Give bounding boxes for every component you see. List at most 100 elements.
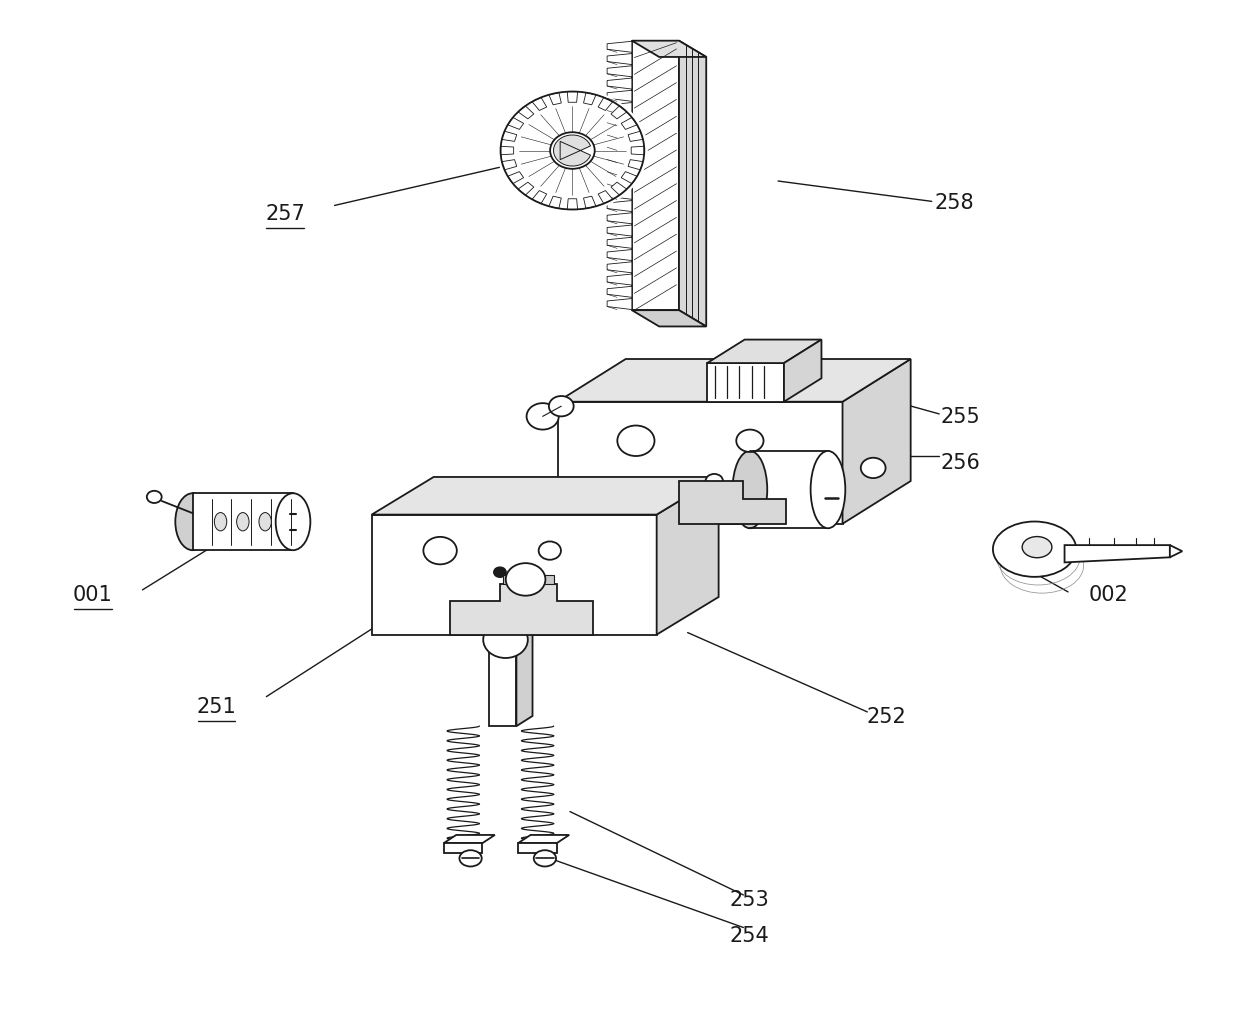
Text: 253: 253: [730, 890, 769, 910]
Polygon shape: [707, 340, 821, 363]
Polygon shape: [607, 139, 632, 151]
Polygon shape: [607, 54, 632, 64]
Polygon shape: [607, 213, 632, 224]
Circle shape: [549, 396, 574, 416]
Polygon shape: [607, 225, 632, 236]
Polygon shape: [707, 363, 784, 402]
Polygon shape: [607, 237, 632, 248]
Polygon shape: [584, 93, 596, 105]
Ellipse shape: [534, 850, 556, 866]
Circle shape: [146, 491, 161, 503]
Polygon shape: [1064, 545, 1170, 562]
Polygon shape: [518, 106, 534, 119]
Polygon shape: [628, 131, 643, 141]
Polygon shape: [450, 584, 592, 635]
Polygon shape: [549, 196, 561, 208]
Ellipse shape: [237, 513, 249, 531]
Polygon shape: [518, 835, 569, 843]
Circle shape: [550, 132, 595, 169]
Polygon shape: [532, 190, 546, 203]
Polygon shape: [784, 340, 821, 402]
Text: 001: 001: [73, 585, 113, 605]
Polygon shape: [503, 575, 554, 584]
Text: 254: 254: [730, 925, 769, 946]
Polygon shape: [632, 41, 706, 57]
Polygon shape: [657, 477, 719, 635]
Polygon shape: [489, 635, 517, 726]
Ellipse shape: [992, 522, 1077, 577]
Polygon shape: [558, 402, 843, 524]
Polygon shape: [554, 135, 591, 166]
Ellipse shape: [861, 458, 886, 478]
Ellipse shape: [539, 541, 561, 559]
Ellipse shape: [214, 513, 227, 531]
Ellipse shape: [175, 493, 209, 550]
Polygon shape: [502, 131, 517, 141]
Ellipse shape: [460, 850, 482, 866]
Polygon shape: [611, 182, 627, 195]
Ellipse shape: [736, 429, 763, 452]
Ellipse shape: [705, 474, 722, 488]
Circle shape: [527, 403, 559, 429]
Polygon shape: [518, 182, 534, 195]
Polygon shape: [632, 41, 679, 310]
Ellipse shape: [732, 451, 767, 528]
Polygon shape: [607, 188, 632, 199]
Ellipse shape: [275, 493, 310, 550]
Polygon shape: [679, 41, 706, 326]
Text: 002: 002: [1089, 585, 1129, 605]
Text: 252: 252: [866, 707, 906, 727]
Polygon shape: [517, 624, 533, 726]
Polygon shape: [518, 843, 556, 853]
Polygon shape: [607, 78, 632, 89]
Polygon shape: [628, 160, 643, 170]
Circle shape: [483, 621, 528, 658]
Polygon shape: [611, 106, 627, 119]
Polygon shape: [631, 146, 644, 155]
Polygon shape: [584, 196, 596, 208]
Polygon shape: [444, 835, 494, 843]
Ellipse shape: [259, 513, 271, 531]
Polygon shape: [607, 66, 632, 77]
Text: 251: 251: [197, 697, 237, 717]
Circle shape: [506, 563, 545, 596]
Polygon shape: [508, 117, 524, 129]
Polygon shape: [607, 164, 632, 175]
Polygon shape: [508, 172, 524, 184]
Polygon shape: [632, 310, 706, 326]
Polygon shape: [607, 274, 632, 285]
Polygon shape: [558, 359, 911, 402]
Polygon shape: [607, 249, 632, 260]
Polygon shape: [607, 200, 632, 212]
Polygon shape: [372, 477, 719, 515]
Text: 258: 258: [934, 193, 974, 214]
Polygon shape: [607, 115, 632, 126]
Circle shape: [497, 88, 648, 213]
Polygon shape: [567, 92, 577, 103]
Polygon shape: [372, 515, 657, 635]
Ellipse shape: [810, 451, 845, 528]
Polygon shape: [843, 359, 911, 524]
Polygon shape: [621, 172, 637, 184]
Polygon shape: [607, 42, 632, 52]
Bar: [750, 451, 828, 528]
Polygon shape: [598, 98, 613, 111]
Polygon shape: [598, 190, 613, 203]
Ellipse shape: [1022, 537, 1052, 557]
Polygon shape: [607, 127, 632, 138]
Ellipse shape: [424, 537, 457, 564]
Polygon shape: [607, 299, 632, 309]
Polygon shape: [607, 152, 632, 163]
Polygon shape: [607, 261, 632, 273]
Polygon shape: [607, 176, 632, 187]
Polygon shape: [549, 93, 561, 105]
Polygon shape: [679, 481, 786, 524]
Polygon shape: [501, 146, 514, 155]
Circle shape: [493, 567, 506, 578]
Text: 257: 257: [265, 203, 305, 224]
Polygon shape: [532, 98, 546, 111]
Polygon shape: [607, 91, 632, 102]
Polygon shape: [567, 198, 577, 210]
Polygon shape: [1170, 545, 1182, 557]
Text: 256: 256: [940, 453, 980, 473]
